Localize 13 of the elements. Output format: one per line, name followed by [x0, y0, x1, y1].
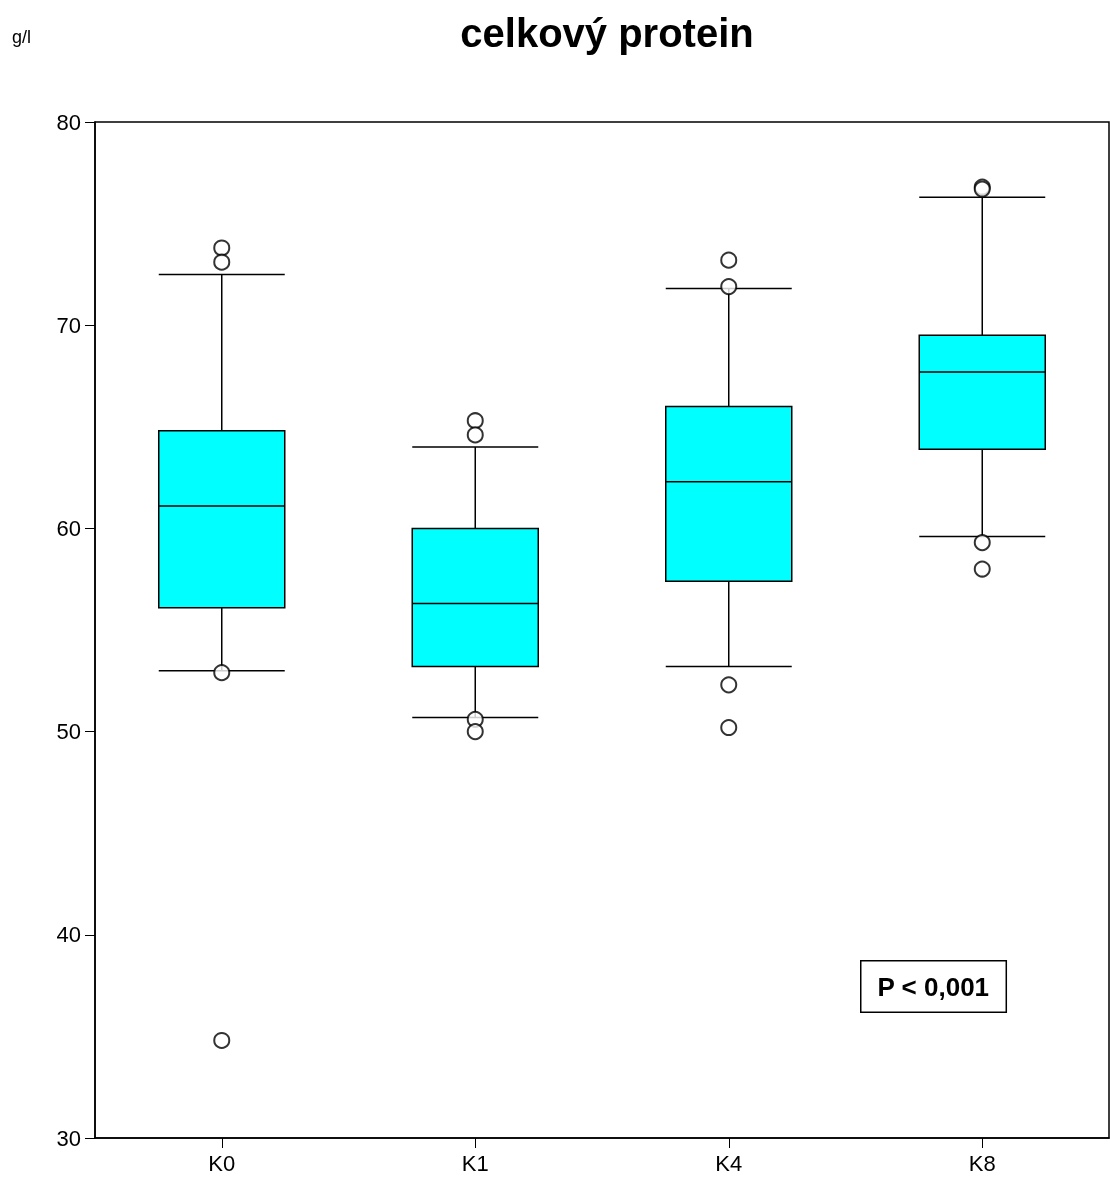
x-tick-label: K8 — [968, 1150, 996, 1176]
y-tick-label: 70 — [56, 312, 81, 338]
x-tick-label: K4 — [715, 1150, 743, 1176]
x-tick-label: K0 — [208, 1150, 236, 1176]
x-tick-label: K1 — [461, 1150, 489, 1176]
y-axis-title: g/l — [12, 27, 32, 47]
y-tick-label: 60 — [56, 515, 81, 541]
y-tick-label: 30 — [56, 1125, 81, 1151]
y-tick-label: 80 — [56, 109, 81, 135]
annotation: P < 0,001 — [877, 971, 990, 1002]
y-tick-label: 50 — [56, 719, 81, 745]
y-tick-label: 40 — [56, 922, 81, 948]
chart-title: celkový protein — [460, 11, 754, 55]
